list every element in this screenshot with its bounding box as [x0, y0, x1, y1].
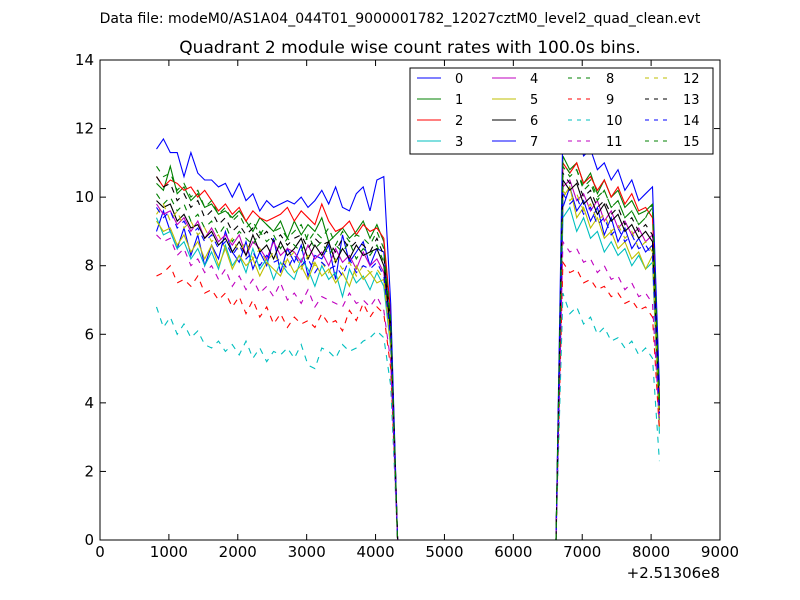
x-tick-label: 8000: [632, 543, 670, 561]
series-line-7: [156, 124, 660, 541]
legend-label-9: 9: [606, 93, 614, 108]
series-line-6: [156, 178, 660, 541]
series-line-14: [156, 191, 660, 541]
y-tick-label: 2: [84, 462, 94, 480]
series-line-13: [156, 171, 660, 541]
legend-box: [409, 67, 714, 155]
legend-label-11: 11: [606, 135, 623, 150]
plot-area: 0 1000 2000 3000 4000 5000 6000 7000 8000 9000 0 2 4…: [75, 51, 739, 561]
x-tick-label: 0: [95, 543, 105, 561]
legend-label-14: 14: [683, 114, 700, 129]
y-tick-label: 6: [84, 325, 94, 343]
legend-label-12: 12: [683, 72, 700, 87]
legend-label-6: 6: [530, 114, 538, 129]
legend-label-0: 0: [455, 72, 463, 87]
y-tick-label: 8: [84, 257, 94, 275]
x-tick-label: 3000: [288, 543, 326, 561]
x-tick-label: 2000: [219, 543, 257, 561]
x-tick-label: 1000: [150, 543, 188, 561]
chart-title: Quadrant 2 module wise count rates with …: [179, 38, 640, 58]
legend-label-8: 8: [606, 72, 614, 87]
x-tick-label: 9000: [701, 543, 739, 561]
series-line-3: [155, 206, 660, 541]
x-tick-label: 6000: [494, 543, 532, 561]
series-line-4: [156, 178, 660, 541]
series-line-12: [156, 188, 660, 541]
x-tick-label: 7000: [563, 543, 601, 561]
x-tick-label: 5000: [425, 543, 463, 561]
x-tick-label: 4000: [356, 543, 394, 561]
legend-label-2: 2: [455, 114, 463, 129]
axes-frame: [99, 59, 721, 541]
data-file-suptitle: Data file: modeM0/AS1A04_044T01_90000017…: [100, 11, 701, 27]
y-tick-label: 12: [75, 120, 94, 138]
series-line-11: [156, 234, 660, 541]
y-tick-label: 4: [84, 394, 94, 412]
legend-label-1: 1: [455, 93, 463, 108]
y-tick-label: 10: [75, 188, 94, 206]
legend-label-7: 7: [530, 135, 538, 150]
x-offset-label: +2.51306e8: [627, 564, 720, 582]
legend-label-3: 3: [455, 135, 463, 150]
series-line-10: [155, 292, 660, 541]
y-tick-label: 14: [75, 51, 94, 69]
y-tick-label: 0: [84, 531, 94, 549]
legend-label-15: 15: [683, 135, 700, 150]
series-line-8: [156, 164, 660, 541]
legend-label-5: 5: [530, 93, 538, 108]
legend-label-4: 4: [530, 72, 538, 87]
legend-label-10: 10: [606, 114, 623, 129]
series-line-9: [156, 260, 660, 541]
legend-label-13: 13: [683, 93, 700, 108]
